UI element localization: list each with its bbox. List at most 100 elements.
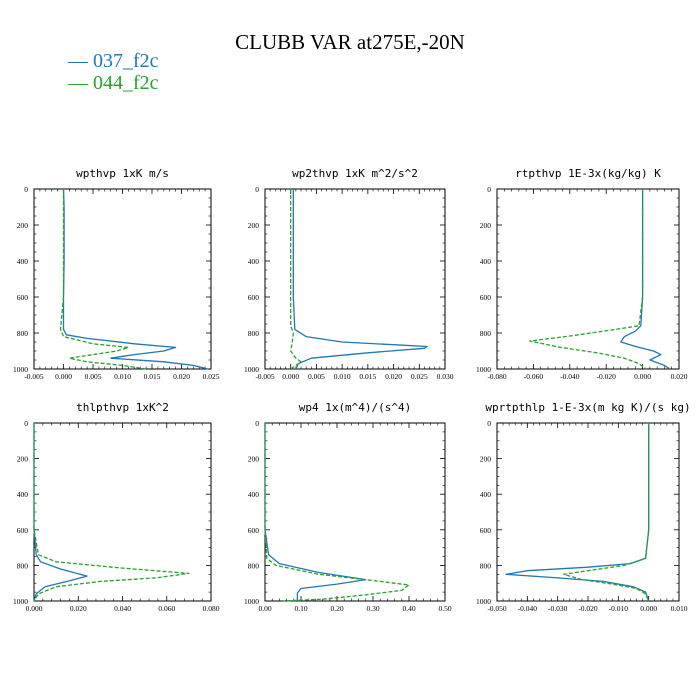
legend-item-1: — 037_f2c xyxy=(68,50,159,72)
y-tick-label: 1000 xyxy=(476,365,491,374)
x-tick-label: 0.000 xyxy=(640,604,657,613)
y-tick-label: 0 xyxy=(487,419,491,428)
series-line-044_f2c xyxy=(33,423,190,602)
y-tick-label: 800 xyxy=(480,329,492,338)
x-tick-label: 0.015 xyxy=(359,372,376,381)
x-tick-label: -0.005 xyxy=(24,372,44,381)
x-tick-label: -0.020 xyxy=(578,604,598,613)
y-tick-label: 400 xyxy=(248,257,260,266)
x-tick-label: 0.005 xyxy=(85,372,102,381)
x-tick-label: -0.010 xyxy=(609,604,629,613)
plot-frame xyxy=(264,422,446,602)
x-tick-label: 0.020 xyxy=(70,604,87,613)
y-tick-label: 1000 xyxy=(244,597,259,606)
chart-title: wprtpthlp 1-E-3x(m kg K)/(s kg) xyxy=(485,401,690,414)
x-tick-label: 0.040 xyxy=(114,604,131,613)
series-line-037_f2c xyxy=(292,189,428,370)
y-tick-label: 0 xyxy=(24,419,28,428)
x-tick-label: 0.020 xyxy=(173,372,190,381)
y-tick-label: 600 xyxy=(248,293,260,302)
y-tick-label: 1000 xyxy=(244,365,259,374)
legend-label: 044_f2c xyxy=(93,72,159,94)
x-tick-label: 0.20 xyxy=(330,604,343,613)
y-tick-label: 200 xyxy=(480,221,492,230)
y-tick-label: 1000 xyxy=(13,365,28,374)
x-tick-label: -0.040 xyxy=(518,604,538,613)
x-tick-label: 0.010 xyxy=(114,372,131,381)
y-tick-label: 0 xyxy=(24,185,28,194)
chart-title: wpthvp 1xK m/s xyxy=(76,167,169,180)
y-tick-label: 400 xyxy=(17,490,29,499)
series-line-044_f2c xyxy=(529,189,647,370)
x-tick-label: 0.080 xyxy=(203,604,220,613)
figure-title: CLUBB VAR at275E,-20N xyxy=(235,30,465,54)
x-tick-label: 0.000 xyxy=(55,372,72,381)
series-line-044_f2c xyxy=(59,189,147,370)
y-tick-label: 0 xyxy=(255,185,259,194)
y-tick-label: 200 xyxy=(480,455,492,464)
chart-panel-1: wpthvp 1xK m/s -0.005 0.000 0.005 0.010 0.015… xyxy=(13,167,220,381)
x-tick-label: 0.010 xyxy=(671,604,688,613)
legend: — 037_f2c — 044_f2c xyxy=(68,50,159,94)
chart-panel-4: thlpthvp 1xK^2 0.000 0.020 0.040 0.060 0.080 0… xyxy=(13,401,220,613)
chart-panel-2: wp2thvp 1xK m^2/s^2 -0.005 0.000 0.005 0.010… xyxy=(244,167,454,381)
plot-frame xyxy=(496,188,680,370)
y-tick-label: 800 xyxy=(17,561,29,570)
plot-frame xyxy=(496,422,680,602)
x-tick-label: -0.080 xyxy=(487,372,507,381)
y-tick-label: 400 xyxy=(248,490,260,499)
y-tick-label: 200 xyxy=(248,221,260,230)
x-tick-label: 0.025 xyxy=(411,372,428,381)
x-tick-label: -0.040 xyxy=(560,372,580,381)
x-tick-label: 0.00 xyxy=(258,604,271,613)
x-tick-label: 0.000 xyxy=(634,372,651,381)
x-tick-label: 0.060 xyxy=(158,604,175,613)
x-tick-label: 0.005 xyxy=(308,372,325,381)
series-line-037_f2c xyxy=(620,189,671,370)
x-tick-label: 0.020 xyxy=(671,372,688,381)
chart-panel-5: wp4 1x(m^4)/(s^4) 0.00 0.10 0.20 0.30 0.40 0.5… xyxy=(244,401,452,613)
series-line-037_f2c xyxy=(264,423,367,601)
x-tick-label: 0.020 xyxy=(385,372,402,381)
x-tick-label: 0.015 xyxy=(144,372,161,381)
y-tick-label: 800 xyxy=(17,329,29,338)
y-tick-label: 600 xyxy=(480,293,492,302)
y-tick-label: 800 xyxy=(480,561,492,570)
series-line-044_f2c xyxy=(290,189,302,370)
y-tick-label: 600 xyxy=(17,293,29,302)
y-tick-label: 600 xyxy=(17,526,29,535)
x-tick-label: -0.050 xyxy=(487,604,507,613)
y-tick-label: 400 xyxy=(480,257,492,266)
x-tick-label: 0.30 xyxy=(366,604,379,613)
chart-title: thlpthvp 1xK^2 xyxy=(76,401,169,414)
x-tick-label: 0.000 xyxy=(26,604,43,613)
legend-item-2: — 044_f2c xyxy=(68,72,159,94)
x-tick-label: 0.50 xyxy=(438,604,451,613)
chart-panel-3: rtpthvp 1E-3x(kg/kg) K -0.080 -0.060 -0.040… xyxy=(476,167,688,381)
chart-title: wp4 1x(m^4)/(s^4) xyxy=(299,401,412,414)
y-tick-label: 200 xyxy=(17,455,29,464)
x-tick-label: -0.020 xyxy=(597,372,617,381)
y-tick-label: 0 xyxy=(487,185,491,194)
y-tick-label: 400 xyxy=(480,490,492,499)
y-tick-label: 600 xyxy=(480,526,492,535)
x-tick-label: 0.000 xyxy=(282,372,299,381)
y-tick-label: 1000 xyxy=(13,597,28,606)
x-tick-label: 0.010 xyxy=(334,372,351,381)
x-tick-label: -0.060 xyxy=(524,372,544,381)
series-line-044_f2c xyxy=(264,423,410,602)
y-tick-label: 200 xyxy=(17,221,29,230)
chart-title: wp2thvp 1xK m^2/s^2 xyxy=(292,167,418,180)
legend-label: 037_f2c xyxy=(93,50,159,72)
x-tick-label: 0.10 xyxy=(294,604,307,613)
x-tick-label: 0.025 xyxy=(203,372,220,381)
y-tick-label: 1000 xyxy=(476,597,491,606)
x-tick-label: 0.030 xyxy=(437,372,454,381)
series-line-037_f2c xyxy=(33,423,88,602)
x-tick-label: 0.40 xyxy=(402,604,415,613)
x-tick-label: -0.030 xyxy=(548,604,568,613)
x-tick-label: -0.005 xyxy=(255,372,275,381)
y-tick-label: 600 xyxy=(248,526,260,535)
